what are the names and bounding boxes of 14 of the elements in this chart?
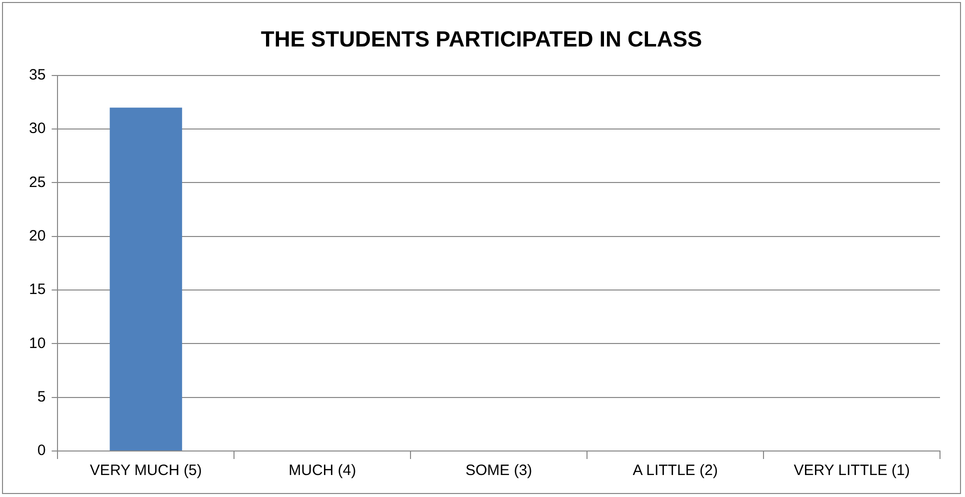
- y-tick-label: 35: [28, 66, 46, 84]
- y-tick-label: 30: [28, 120, 46, 138]
- y-tick-label: 25: [28, 174, 46, 191]
- y-tick-label: 5: [37, 388, 46, 406]
- x-tick-label: VERY LITTLE (1): [794, 462, 910, 480]
- chart-title: THE STUDENTS PARTICIPATED IN CLASS: [260, 26, 702, 52]
- y-tick-label: 15: [28, 281, 46, 298]
- x-tick-label: MUCH (4): [288, 462, 356, 480]
- y-tick-label: 20: [28, 228, 46, 245]
- y-tick-label: 10: [28, 334, 46, 352]
- x-tick-label: A LITTLE (2): [632, 462, 718, 480]
- x-tick-label: SOME (3): [466, 462, 532, 480]
- y-tick-label: 0: [37, 442, 46, 460]
- x-tick-label: VERY MUCH (5): [90, 462, 202, 480]
